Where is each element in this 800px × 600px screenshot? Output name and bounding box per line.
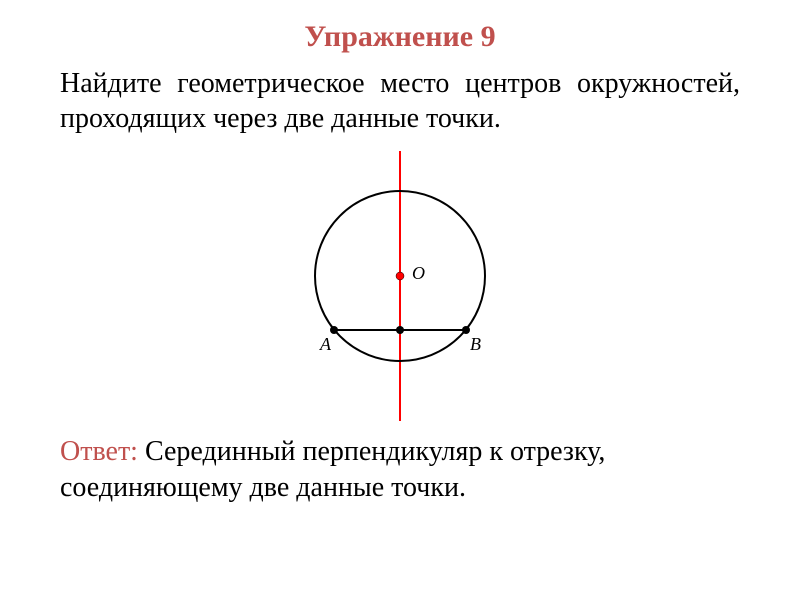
geometry-diagram: O A B	[260, 146, 540, 426]
label-a: A	[319, 334, 332, 354]
point-o	[396, 272, 404, 280]
page: Упражнение 9 Найдите геометрическое мест…	[0, 0, 800, 600]
answer-label: Ответ:	[60, 436, 138, 467]
answer-text: Серединный перпендикуляр к отрезку, соед…	[60, 436, 605, 503]
point-m	[396, 326, 404, 334]
exercise-title: Упражнение 9	[60, 20, 740, 54]
figure-container: O A B	[60, 146, 740, 426]
answer-block: Ответ: Серединный перпендикуляр к отрезк…	[60, 434, 740, 507]
point-a	[330, 326, 338, 334]
label-o: O	[412, 263, 425, 283]
problem-statement: Найдите геометрическое место центров окр…	[60, 66, 740, 136]
point-b	[462, 326, 470, 334]
label-b: B	[470, 334, 481, 354]
